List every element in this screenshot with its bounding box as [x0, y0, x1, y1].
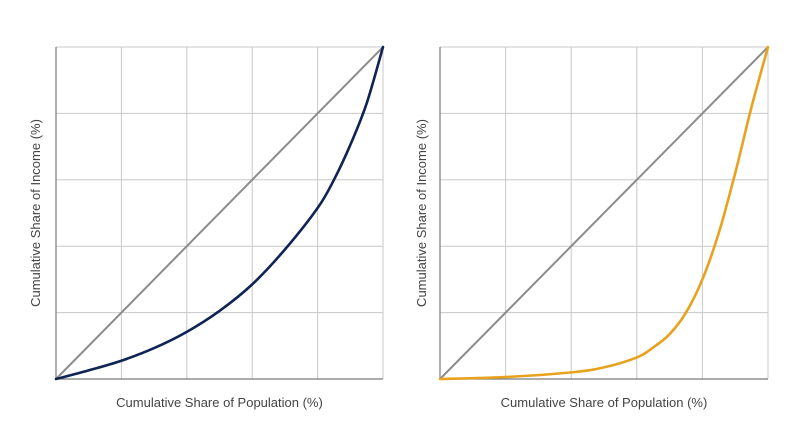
x-axis-label: Cumulative Share of Population (%) — [501, 395, 708, 410]
chart-left: Cumulative Share of Population (%) Cumula… — [28, 45, 385, 410]
lorenz-curve — [54, 45, 385, 381]
equality-line — [439, 46, 769, 380]
equality-line — [55, 46, 384, 380]
grid — [55, 46, 384, 380]
y-axis-label: Cumulative Share of Income (%) — [28, 119, 43, 307]
x-axis-label: Cumulative Share of Population (%) — [116, 395, 323, 410]
chart-right: Cumulative Share of Population (%) Cumula… — [414, 45, 770, 410]
lorenz-curve — [438, 45, 770, 381]
y-axis-label: Cumulative Share of Income (%) — [414, 119, 429, 307]
